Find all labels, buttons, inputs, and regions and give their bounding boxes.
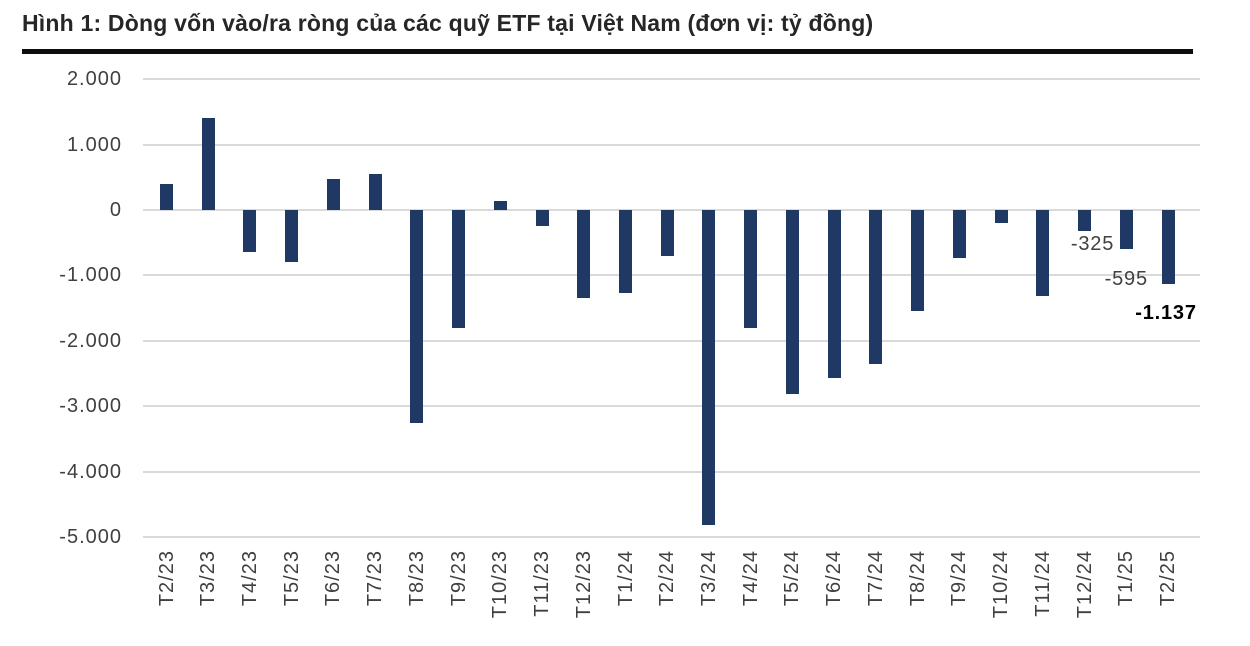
y-axis-tick-label: 0 <box>109 199 122 221</box>
bar-T4/23 <box>243 210 257 252</box>
x-axis-tick-label: T9/23 <box>447 550 470 607</box>
x-axis-tick-label: T1/24 <box>614 550 637 607</box>
bar-T2/23 <box>160 184 173 210</box>
x-axis-tick-label: T5/23 <box>280 550 303 607</box>
x-axis-tick-label: T12/24 <box>1073 550 1096 619</box>
bar-T2/24 <box>660 210 674 256</box>
gridline <box>143 405 1200 408</box>
x-axis-tick-label: T1/25 <box>1115 550 1138 607</box>
gridline <box>143 143 1200 146</box>
bar-T10/23 <box>493 201 507 210</box>
x-axis-tick-label: T5/24 <box>781 550 804 607</box>
y-axis-tick-label: -3.000 <box>59 395 122 418</box>
bar-T8/23 <box>410 210 424 424</box>
x-axis-tick-label: T4/24 <box>739 550 762 607</box>
bar-T2/25 <box>1161 210 1175 285</box>
x-axis-tick-label: T9/24 <box>948 550 971 607</box>
x-axis-tick-label: T7/23 <box>364 550 387 607</box>
y-axis-tick-label: -5.000 <box>59 526 122 549</box>
y-axis-tick-label: 1.000 <box>66 133 122 156</box>
bar-T9/23 <box>452 210 466 328</box>
bar-T7/23 <box>368 174 382 210</box>
bar-T3/23 <box>201 118 215 210</box>
y-axis-tick-label: -1.000 <box>59 264 122 287</box>
gridline <box>143 536 1200 539</box>
bar-T6/24 <box>827 210 841 378</box>
x-axis-tick-label: T2/25 <box>1157 550 1180 607</box>
bar-T11/24 <box>1036 210 1050 297</box>
x-axis-tick-label: T8/23 <box>405 550 428 607</box>
bar-T10/24 <box>994 210 1008 224</box>
x-axis-tick-label: T10/23 <box>489 550 512 619</box>
x-axis-tick-label: T10/24 <box>990 550 1013 619</box>
y-axis-tick-label: 2.000 <box>66 68 122 91</box>
x-axis-tick-label: T3/23 <box>197 550 220 607</box>
x-axis-tick-label: T3/24 <box>697 550 720 607</box>
x-axis-tick-label: T2/24 <box>656 550 679 607</box>
bar-T4/24 <box>744 210 758 329</box>
bar-T6/23 <box>326 179 340 210</box>
x-axis-tick-label: T12/23 <box>572 550 595 619</box>
bar-T11/23 <box>535 210 549 227</box>
x-axis-tick-label: T7/24 <box>864 550 887 607</box>
bar-T1/25 <box>1119 210 1133 249</box>
data-label-T1/25: -595 <box>1104 267 1148 290</box>
y-axis-tick-label: -2.000 <box>59 329 122 352</box>
x-axis-tick-label: T11/23 <box>531 550 554 617</box>
title-underline <box>22 49 1193 54</box>
x-axis-tick-label: T6/24 <box>823 550 846 607</box>
x-axis-tick-label: T11/24 <box>1031 550 1054 617</box>
bar-T5/23 <box>285 210 299 263</box>
x-axis-tick-label: T8/24 <box>906 550 929 607</box>
x-axis-tick-label: T4/23 <box>238 550 261 607</box>
bar-T12/23 <box>577 210 591 299</box>
data-label-T12/24: -325 <box>1070 233 1115 256</box>
x-axis-tick-label: T6/23 <box>322 550 345 607</box>
y-axis-tick-label: -4.000 <box>59 460 122 483</box>
gridline <box>143 78 1200 81</box>
x-axis-tick-label: T2/23 <box>155 550 178 607</box>
figure-title: Hình 1: Dòng vốn vào/ra ròng của các quỹ… <box>22 10 874 36</box>
bar-T12/24 <box>1078 210 1092 232</box>
gridline <box>143 470 1200 473</box>
gridline <box>143 274 1200 277</box>
bar-T8/24 <box>911 210 925 311</box>
bar-T9/24 <box>952 210 966 258</box>
gridline <box>143 339 1200 342</box>
bar-T1/24 <box>619 210 633 294</box>
bar-T7/24 <box>869 210 883 365</box>
bar-T5/24 <box>785 210 799 394</box>
data-label-T2/25: -1.137 <box>1135 302 1197 325</box>
bar-T3/24 <box>702 210 716 526</box>
